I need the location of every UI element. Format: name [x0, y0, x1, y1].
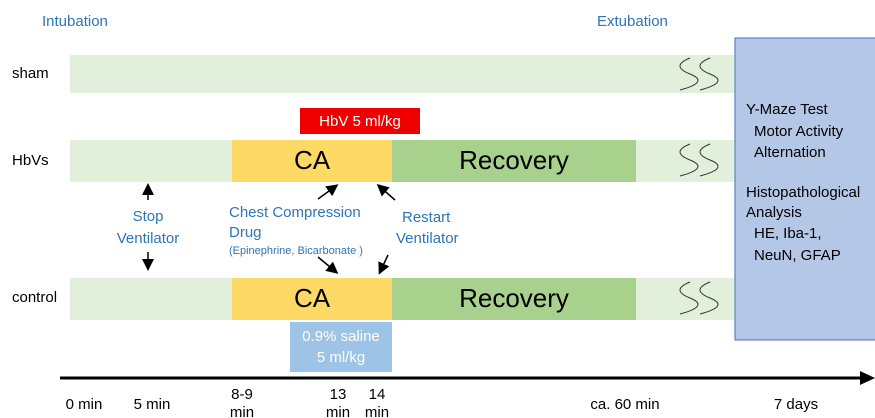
- chest-text: Drug: [229, 224, 262, 241]
- time-label: 7 days: [774, 396, 818, 413]
- saline-label: 0.9% saline: [302, 328, 380, 345]
- time-label: 13: [330, 386, 347, 403]
- outcome: Y-Maze Test: [746, 101, 829, 118]
- row-label: sham: [12, 65, 49, 82]
- outcome: Alternation: [754, 144, 826, 161]
- recovery-label: Recovery: [459, 145, 569, 175]
- recovery-label: Recovery: [459, 283, 569, 313]
- restart-text: Ventilator: [396, 230, 459, 247]
- time-label: 5 min: [134, 396, 171, 413]
- sham-bar: [70, 55, 735, 93]
- recovery-box: [392, 278, 636, 320]
- recovery-box: [392, 140, 636, 182]
- saline-label: 5 ml/kg: [317, 349, 365, 366]
- time-label: min: [326, 404, 350, 418]
- ca-box: [232, 278, 392, 320]
- chest-text: Chest Compression: [229, 204, 361, 221]
- outcome: NeuN, GFAP: [754, 247, 841, 264]
- intubation: Intubation: [42, 13, 108, 30]
- saline-box: [290, 322, 392, 372]
- stop-text: Ventilator: [117, 230, 180, 247]
- time-label: min: [230, 404, 254, 418]
- time-arrowhead: [860, 371, 875, 385]
- ca-label: CA: [294, 283, 331, 313]
- time-label: 0 min: [66, 396, 103, 413]
- extubation: Extubation: [597, 13, 668, 30]
- time-label: 8-9: [231, 386, 253, 403]
- chest-text: (Epinephrine, Bicarbonate ): [229, 245, 363, 257]
- outcome-box: [734, 37, 875, 341]
- stop-text: Stop: [133, 208, 164, 225]
- time-label: min: [365, 404, 389, 418]
- break-marks: [679, 57, 719, 315]
- row-label: HbVs: [12, 152, 49, 169]
- hbv-box: [300, 108, 420, 134]
- outcome: Histopathological: [746, 184, 860, 201]
- restart-text: Restart: [402, 209, 451, 226]
- outcome: HE, Iba-1,: [754, 225, 822, 242]
- outcome: Motor Activity: [754, 123, 844, 140]
- outcome: Analysis: [746, 204, 802, 221]
- row-label: control: [12, 289, 57, 306]
- ca-label: CA: [294, 145, 331, 175]
- hbv-label: HbV 5 ml/kg: [319, 113, 401, 130]
- ca-box: [232, 140, 392, 182]
- time-label: ca. 60 min: [590, 396, 659, 413]
- arrows: [142, 183, 396, 275]
- time-label: 14: [369, 386, 386, 403]
